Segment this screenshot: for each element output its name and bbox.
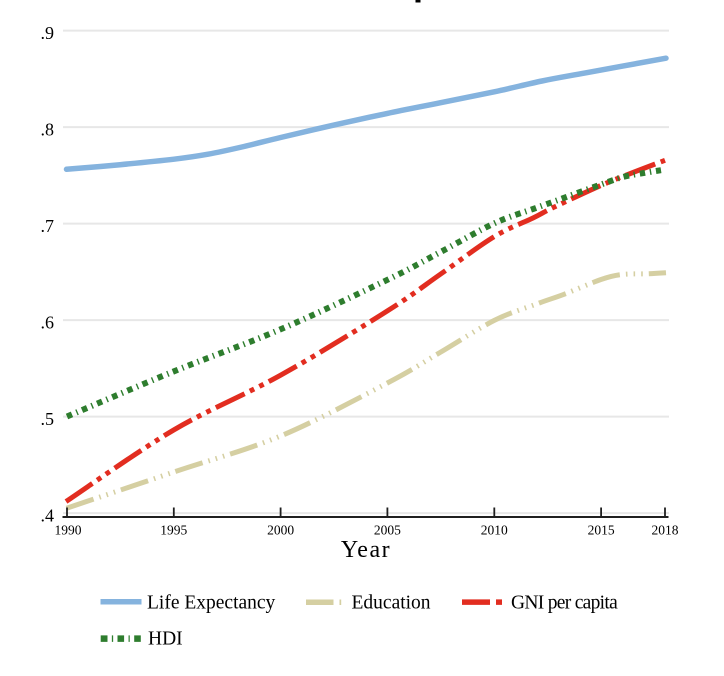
- svg-text:.8: .8: [41, 120, 55, 140]
- svg-text:2018: 2018: [652, 523, 679, 538]
- svg-text:.7: .7: [41, 216, 55, 236]
- svg-text:GNI per capita: GNI per capita: [511, 592, 618, 613]
- svg-text:.9: .9: [41, 23, 55, 43]
- svg-text:2005: 2005: [374, 523, 401, 538]
- svg-text:2010: 2010: [481, 523, 508, 538]
- svg-text:.4: .4: [41, 506, 55, 526]
- svg-text:HDI: HDI: [148, 628, 183, 649]
- svg-text:Life Expectancy: Life Expectancy: [147, 592, 276, 613]
- svg-text:1995: 1995: [160, 523, 187, 538]
- svg-text:2000: 2000: [267, 523, 294, 538]
- svg-text:2015: 2015: [588, 523, 615, 538]
- svg-text:.5: .5: [41, 409, 55, 429]
- svg-text:.6: .6: [41, 313, 55, 333]
- svg-text:1990: 1990: [55, 523, 82, 538]
- svg-text:Education: Education: [352, 592, 431, 613]
- svg-text:Year: Year: [341, 537, 391, 563]
